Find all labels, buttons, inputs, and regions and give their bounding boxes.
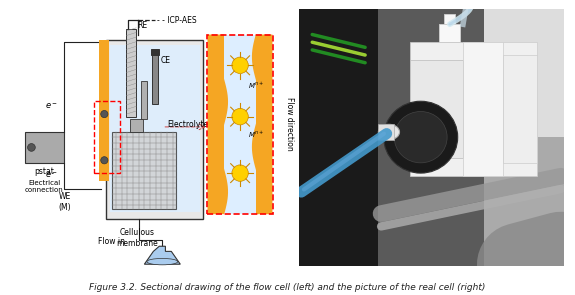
Bar — [444, 14, 455, 24]
Bar — [484, 9, 564, 137]
Text: $e^-$: $e^-$ — [45, 171, 59, 181]
Text: CE: CE — [161, 56, 171, 65]
FancyArrowPatch shape — [304, 134, 384, 189]
Circle shape — [28, 144, 35, 151]
Text: Electrolyte: Electrolyte — [167, 120, 209, 129]
Text: WE
(M): WE (M) — [59, 192, 71, 212]
Ellipse shape — [378, 124, 400, 140]
Bar — [207, 35, 273, 214]
Text: - - ICP-AES: - - ICP-AES — [157, 16, 197, 25]
Bar — [110, 45, 200, 212]
Text: $M^{n+}$: $M^{n+}$ — [248, 130, 264, 140]
Bar — [208, 35, 224, 214]
Bar — [152, 55, 158, 104]
Text: $M^{n+}$: $M^{n+}$ — [248, 81, 264, 91]
Bar — [208, 35, 273, 214]
Text: Figure 3.2. Sectional drawing of the flow cell (left) and the picture of the rea: Figure 3.2. Sectional drawing of the flo… — [89, 283, 486, 292]
Text: RE: RE — [137, 21, 147, 30]
Ellipse shape — [147, 258, 178, 265]
Text: Flow direction: Flow direction — [285, 97, 294, 151]
Bar — [94, 101, 120, 173]
Bar — [131, 119, 143, 132]
Circle shape — [101, 111, 108, 118]
Polygon shape — [144, 246, 181, 264]
Text: Electrical
connection: Electrical connection — [25, 180, 64, 193]
Bar — [463, 42, 503, 176]
Bar — [503, 55, 537, 163]
Circle shape — [394, 112, 447, 163]
Text: Cellulous
membrane: Cellulous membrane — [116, 228, 158, 248]
FancyArrowPatch shape — [381, 189, 561, 227]
Circle shape — [101, 157, 108, 164]
Bar — [410, 60, 463, 158]
Bar — [141, 81, 147, 119]
Bar — [126, 30, 136, 117]
Bar — [25, 132, 63, 163]
Circle shape — [384, 101, 458, 173]
Text: pstat: pstat — [34, 168, 54, 176]
Text: Flow in: Flow in — [98, 237, 125, 246]
Circle shape — [232, 109, 248, 125]
Bar — [256, 35, 273, 214]
Circle shape — [232, 165, 248, 181]
FancyArrowPatch shape — [381, 176, 561, 214]
Bar — [299, 9, 378, 266]
Bar — [106, 40, 204, 219]
Bar — [99, 40, 109, 181]
Bar — [378, 124, 394, 140]
Bar — [410, 42, 537, 176]
Bar — [112, 132, 177, 209]
Text: $e^-$: $e^-$ — [45, 101, 59, 111]
Bar — [439, 24, 461, 42]
FancyArrowPatch shape — [301, 134, 386, 192]
Circle shape — [232, 57, 248, 73]
Bar — [484, 137, 564, 266]
Bar — [151, 49, 159, 55]
FancyArrowPatch shape — [519, 253, 561, 265]
